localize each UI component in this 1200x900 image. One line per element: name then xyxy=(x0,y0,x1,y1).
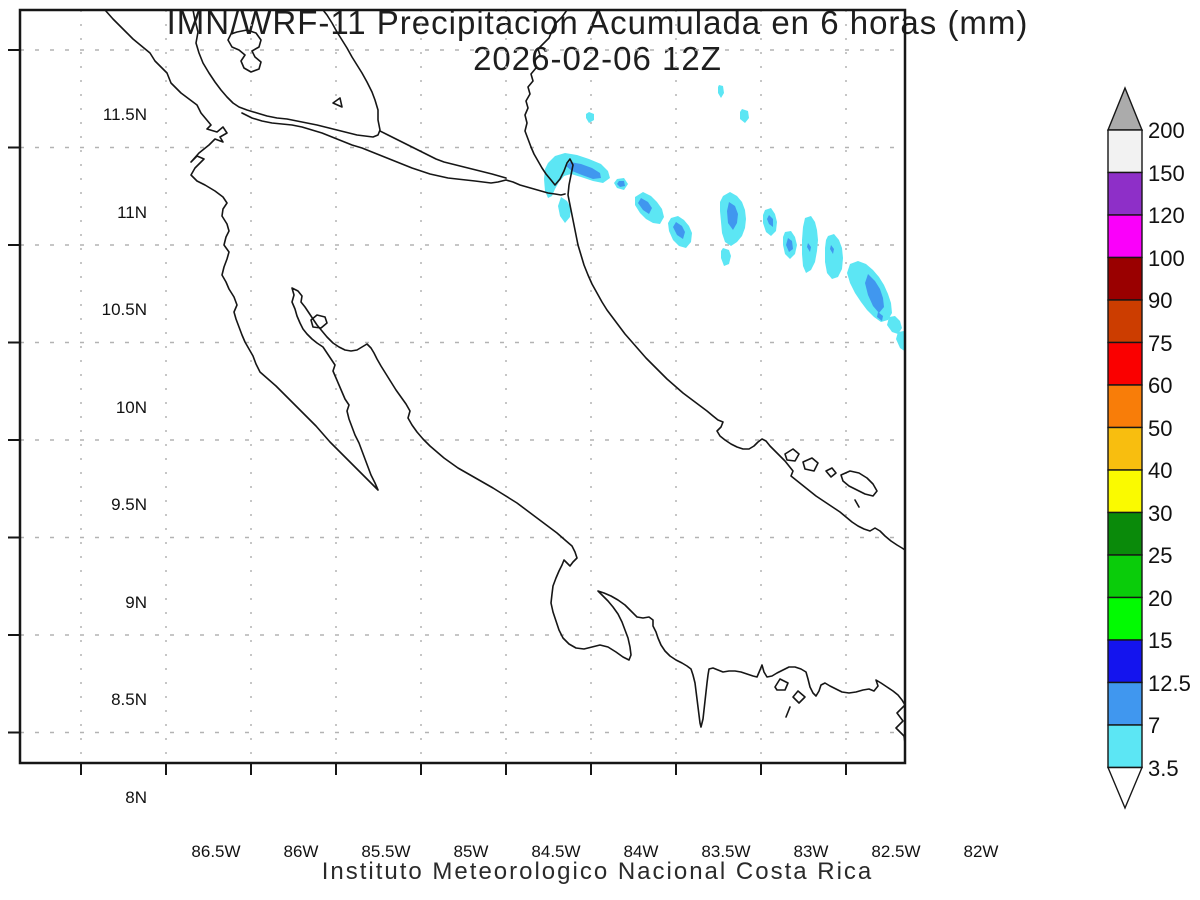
colorbar-segments xyxy=(1107,129,1143,769)
lat-label: 10N xyxy=(115,397,147,417)
colorbar-segment xyxy=(1107,426,1143,471)
colorbar-top-arrow xyxy=(1106,86,1144,131)
colorbar-label: 3.5 xyxy=(1148,755,1179,781)
colorbar-label: 12.5 xyxy=(1148,670,1191,696)
precip-light-band xyxy=(544,85,905,352)
colorbar-bottom-arrow xyxy=(1106,766,1144,810)
colorbar-segment xyxy=(1107,214,1143,259)
lon-label: 83.5W xyxy=(701,842,751,861)
colorbar-segment xyxy=(1107,299,1143,344)
colorbar-segment xyxy=(1107,384,1143,429)
colorbar-label: 100 xyxy=(1148,245,1185,271)
lon-label: 82.5W xyxy=(871,842,921,861)
lon-label: 84W xyxy=(623,842,659,861)
caribbean-coastline xyxy=(524,10,905,551)
lat-label: 10.5N xyxy=(101,300,147,319)
lat-label: 11N xyxy=(117,202,147,222)
map-valid-time: 2026-02-06 12Z xyxy=(473,40,722,77)
lon-label: 85W xyxy=(453,842,489,861)
colorbar-segment xyxy=(1107,129,1143,174)
colorbar-segment xyxy=(1107,256,1143,301)
colorbar-label: 7 xyxy=(1148,713,1161,738)
lon-label: 82W xyxy=(963,842,999,861)
colorbar-segment xyxy=(1107,724,1143,769)
pacific-coastline xyxy=(104,10,905,744)
lon-label: 86.5W xyxy=(191,842,241,861)
lon-ticks xyxy=(80,763,847,775)
colorbar-label: 25 xyxy=(1148,543,1173,568)
latlon-grid xyxy=(20,10,905,763)
colorbar-label: 200 xyxy=(1148,118,1185,143)
colorbar-label: 40 xyxy=(1148,458,1173,483)
chiriqui-islands xyxy=(774,678,806,718)
colorbar-label: 60 xyxy=(1148,373,1173,398)
map-frame xyxy=(8,8,907,775)
rio-san-juan-south-bank xyxy=(241,112,566,196)
lat-label: 8N xyxy=(125,787,147,807)
colorbar-segment xyxy=(1107,341,1143,386)
rio-san-juan-north-bank xyxy=(379,130,507,179)
lon-label: 85.5W xyxy=(361,842,411,861)
solentiname-island xyxy=(332,97,343,108)
lat-label: 8.5N xyxy=(111,690,147,709)
lake-nicaragua-shore xyxy=(192,10,381,138)
colorbar-label: 120 xyxy=(1148,203,1185,228)
coastlines xyxy=(104,10,905,744)
lon-label: 84.5W xyxy=(531,842,581,861)
colorbar xyxy=(1106,86,1144,810)
lon-label: 83W xyxy=(793,842,829,861)
colorbar-segment xyxy=(1107,511,1143,556)
colorbar-segment xyxy=(1107,469,1143,514)
lat-label: 11.5N xyxy=(102,105,147,124)
colorbar-label: 50 xyxy=(1148,415,1173,441)
lat-ticks xyxy=(8,49,20,734)
bocas-del-toro-islands xyxy=(784,448,878,508)
precipitation-field xyxy=(544,85,905,352)
map-canvas xyxy=(8,8,907,775)
colorbar-label: 150 xyxy=(1148,160,1185,186)
precip-medium-cores xyxy=(566,162,884,321)
isla-chira xyxy=(310,314,328,329)
colorbar-label: 75 xyxy=(1148,330,1173,356)
institution-caption: Instituto Meteorologico Nacional Costa R… xyxy=(321,858,874,885)
lat-label: 9.5N xyxy=(111,495,147,514)
colorbar-label: 30 xyxy=(1148,500,1173,526)
colorbar-segment xyxy=(1107,171,1143,216)
colorbar-segment xyxy=(1107,639,1143,684)
colorbar-label: 15 xyxy=(1148,628,1173,653)
colorbar-segment xyxy=(1107,681,1143,726)
lon-label: 86W xyxy=(283,842,319,861)
lat-label: 9N xyxy=(125,592,147,612)
ometepe-island xyxy=(227,29,262,73)
colorbar-label: 20 xyxy=(1148,585,1173,611)
colorbar-label: 90 xyxy=(1148,288,1173,313)
colorbar-segment xyxy=(1107,554,1143,599)
colorbar-segment xyxy=(1107,596,1143,641)
